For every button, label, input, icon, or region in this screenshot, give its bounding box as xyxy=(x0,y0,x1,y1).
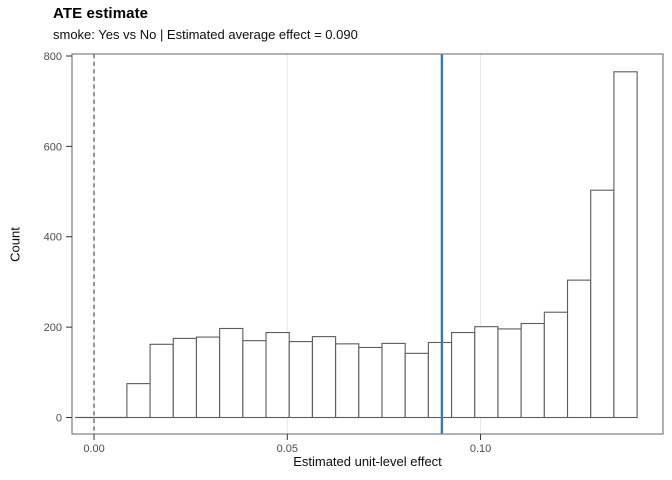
histogram-bar xyxy=(195,336,221,419)
histogram-bar xyxy=(265,331,290,419)
y-tick-label: 800 xyxy=(44,51,62,63)
histogram-bar xyxy=(451,331,476,419)
histogram-bar xyxy=(381,342,406,419)
histogram-bar xyxy=(242,340,267,419)
histogram-bar xyxy=(474,326,499,419)
y-tick-label: 200 xyxy=(44,322,62,334)
x-tick-label: 0.05 xyxy=(277,443,298,455)
histogram-bar xyxy=(288,341,313,419)
y-tick-label: 400 xyxy=(44,232,62,244)
histogram-bar xyxy=(126,383,151,419)
histogram-bar xyxy=(172,337,198,419)
plot-subtitle: smoke: Yes vs No | Estimated average eff… xyxy=(53,27,358,42)
histogram-bar xyxy=(311,336,337,419)
x-tick-label: 0.10 xyxy=(470,443,491,455)
panel-border xyxy=(71,53,664,435)
y-tick-label: 600 xyxy=(44,141,62,153)
histogram-bar xyxy=(520,322,545,419)
histogram-bar xyxy=(566,279,592,419)
histogram-bar xyxy=(543,311,569,419)
x-axis-title: Estimated unit-level effect xyxy=(293,454,442,469)
histogram-bar xyxy=(590,189,615,419)
y-axis-title: Count xyxy=(7,227,23,262)
x-tick-label: 0.00 xyxy=(83,443,104,455)
page-title: ATE estimate xyxy=(53,5,149,22)
histogram-bar xyxy=(149,343,174,419)
histogram-bar xyxy=(497,328,522,419)
histogram-bar xyxy=(427,341,453,419)
histogram-bar xyxy=(404,352,429,419)
y-tick-label: 0 xyxy=(56,413,62,425)
histogram-bar xyxy=(613,71,638,419)
histogram-bar xyxy=(358,346,383,419)
histogram-bar xyxy=(219,327,244,419)
histogram-bar xyxy=(335,343,360,419)
